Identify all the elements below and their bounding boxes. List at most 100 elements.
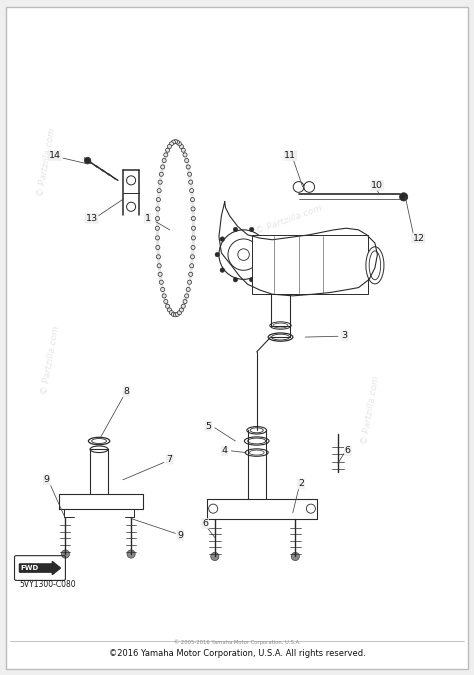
Circle shape [209,504,218,513]
Circle shape [233,277,238,282]
Ellipse shape [273,323,288,328]
Circle shape [127,550,135,558]
Circle shape [169,142,173,146]
Ellipse shape [250,428,263,433]
Circle shape [162,159,166,163]
Circle shape [185,159,189,163]
Circle shape [158,272,162,276]
Circle shape [191,254,194,259]
Circle shape [156,207,160,211]
Circle shape [263,268,267,273]
Ellipse shape [270,322,291,329]
Circle shape [157,264,161,268]
Text: ©2016 Yamaha Motor Corporation, U.S.A. All rights reserved.: ©2016 Yamaha Motor Corporation, U.S.A. A… [109,649,365,658]
Circle shape [220,268,225,273]
Ellipse shape [248,438,266,444]
Text: 3: 3 [341,331,347,340]
Circle shape [238,249,249,261]
FancyArrow shape [19,562,61,574]
Circle shape [219,230,268,279]
Circle shape [306,504,315,513]
Circle shape [191,217,195,221]
Circle shape [191,236,195,240]
Circle shape [211,552,219,561]
Ellipse shape [245,437,269,445]
Circle shape [167,308,172,312]
Circle shape [249,227,254,232]
Circle shape [158,180,162,184]
Ellipse shape [249,450,264,455]
Circle shape [173,140,177,144]
Circle shape [249,277,254,282]
Circle shape [61,550,70,558]
Circle shape [177,142,182,146]
Circle shape [161,165,164,169]
Circle shape [183,153,187,157]
Circle shape [127,202,136,211]
Circle shape [175,140,180,144]
Circle shape [172,313,175,317]
Text: © Partzilla.com: © Partzilla.com [360,375,381,445]
Circle shape [191,198,194,202]
Ellipse shape [268,333,293,341]
Text: © Partzilla.com: © Partzilla.com [255,204,323,236]
Circle shape [190,188,194,192]
Circle shape [191,246,195,250]
Circle shape [181,148,185,153]
Circle shape [173,313,177,317]
Circle shape [183,300,187,304]
Circle shape [127,176,136,185]
Circle shape [164,153,168,157]
Ellipse shape [91,439,107,443]
Circle shape [156,254,160,259]
Circle shape [155,226,159,230]
Text: FWD: FWD [20,565,38,571]
Circle shape [181,304,185,308]
Circle shape [161,288,164,292]
Text: 2: 2 [298,479,304,489]
Circle shape [175,313,180,317]
Circle shape [267,252,272,257]
Circle shape [228,239,259,270]
Ellipse shape [366,247,384,284]
Circle shape [172,140,175,144]
Text: 9: 9 [44,475,50,484]
Circle shape [165,148,170,153]
Circle shape [263,237,267,242]
Circle shape [293,182,304,192]
Text: 6: 6 [345,446,351,456]
Circle shape [185,294,189,298]
Ellipse shape [369,251,381,279]
Circle shape [179,308,183,312]
Circle shape [157,188,161,192]
Circle shape [169,310,173,315]
Circle shape [159,280,164,284]
Text: 4: 4 [222,446,228,456]
Ellipse shape [90,446,108,452]
Circle shape [162,294,166,298]
Ellipse shape [272,334,290,340]
Circle shape [189,272,193,276]
Circle shape [188,172,191,176]
Circle shape [177,310,182,315]
Circle shape [304,182,315,192]
Text: © 2005-2016 Yamaha Motor Corporation, U.S.A.: © 2005-2016 Yamaha Motor Corporation, U.… [173,639,301,645]
Text: © Partzilla.com: © Partzilla.com [40,325,61,396]
Text: 13: 13 [86,214,98,223]
Text: 14: 14 [49,151,61,160]
Circle shape [220,237,225,242]
Circle shape [156,198,160,202]
Text: 7: 7 [167,455,173,464]
Circle shape [179,144,183,148]
Text: 6: 6 [202,519,208,528]
Text: 10: 10 [372,181,383,190]
Text: 5VY1300-C080: 5VY1300-C080 [19,580,76,589]
Text: 9: 9 [177,531,183,539]
Text: 12: 12 [412,234,424,242]
Circle shape [400,193,408,201]
Circle shape [155,236,160,240]
Circle shape [190,264,194,268]
Circle shape [189,180,193,184]
Ellipse shape [247,427,266,434]
Text: © Partzilla.com: © Partzilla.com [36,127,57,197]
